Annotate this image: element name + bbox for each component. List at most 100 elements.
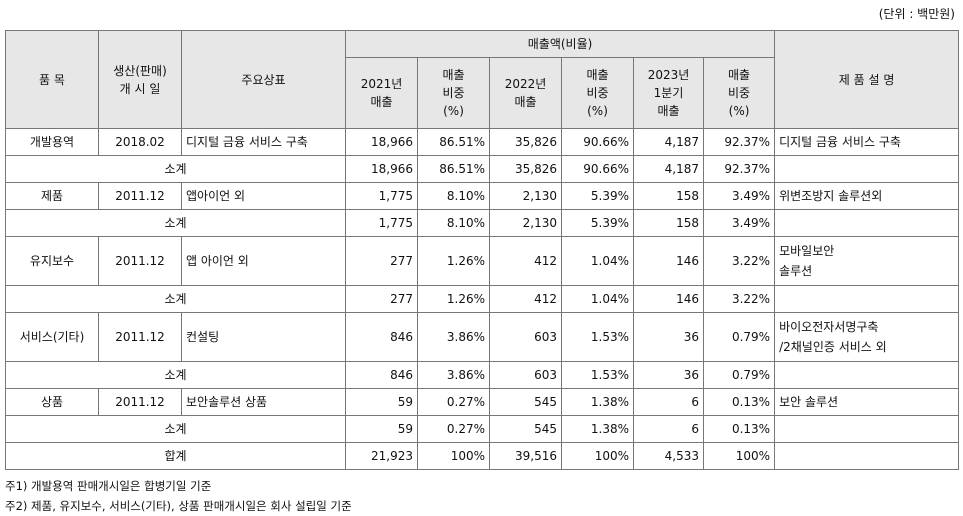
table-row: 개발용역 2018.02 디지털 금융 서비스 구축 18,966 86.51%… (5, 128, 960, 156)
cell-sales-2022: 603 (489, 312, 562, 362)
cell-start: 2011.12 (98, 182, 182, 210)
table-row: 서비스(기타) 2011.12 컨설팅 846 3.86% 603 1.53% … (5, 312, 960, 362)
cell-ratio-2022: 1.04% (561, 285, 634, 313)
cell-item: 상품 (5, 388, 99, 416)
subtotal-row: 소계 846 3.86% 603 1.53% 36 0.79% (5, 361, 960, 389)
cell-sales-2023q1: 4,187 (633, 128, 704, 156)
cell-sales-2023q1: 158 (633, 209, 704, 237)
cell-ratio-2022: 5.39% (561, 209, 634, 237)
cell-sales-2022: 35,826 (489, 128, 562, 156)
cell-sales-2022: 2,130 (489, 209, 562, 237)
cell-desc-empty (774, 442, 960, 470)
footnote: 주2) 제품, 유지보수, 서비스(기타), 상품 판매개시일은 회사 설립일 … (5, 499, 352, 513)
cell-sales-2022: 545 (489, 388, 562, 416)
cell-item: 서비스(기타) (5, 312, 99, 362)
sales-table: 품 목 생산(판매) 개 시 일 주요상표 매출액(비율) 제 품 설 명 20… (5, 30, 960, 470)
subtotal-row: 소계 59 0.27% 545 1.38% 6 0.13% (5, 415, 960, 443)
cell-ratio-2021: 1.26% (417, 236, 490, 286)
cell-sales-2023q1: 158 (633, 182, 704, 210)
header-sales-group: 매출액(비율) (344, 30, 776, 58)
subtotal-row: 소계 1,775 8.10% 2,130 5.39% 158 3.49% (5, 209, 960, 237)
cell-desc: 위변조방지 솔루션외 (774, 182, 960, 210)
cell-ratio-2022: 5.39% (561, 182, 634, 210)
cell-ratio-2021: 86.51% (417, 155, 490, 183)
cell-ratio-2022: 90.66% (561, 155, 634, 183)
cell-subtotal-label: 소계 (5, 415, 346, 443)
header-2023q1: 2023년 1분기 매출 (633, 57, 704, 129)
cell-brand: 앱아이언 외 (181, 182, 346, 210)
cell-item: 제품 (5, 182, 99, 210)
cell-sales-2021: 846 (345, 312, 418, 362)
cell-sales-2022: 412 (489, 285, 562, 313)
cell-subtotal-label: 소계 (5, 155, 346, 183)
cell-ratio-2023q1: 92.37% (702, 155, 776, 183)
header-desc: 제 품 설 명 (774, 30, 960, 129)
cell-item: 유지보수 (5, 236, 99, 286)
cell-sales-2021: 1,775 (345, 209, 418, 237)
header-ratio-2022: 매출 비중 (%) (561, 57, 634, 129)
cell-ratio-2023q1: 0.13% (702, 415, 776, 443)
cell-sales-2022: 2,130 (489, 182, 562, 210)
subtotal-row: 소계 18,966 86.51% 35,826 90.66% 4,187 92.… (5, 155, 960, 183)
cell-brand: 디지털 금융 서비스 구축 (181, 128, 346, 156)
cell-ratio-2023q1: 3.22% (702, 236, 776, 286)
cell-sales-2021: 18,966 (345, 155, 418, 183)
cell-sales-2021: 1,775 (345, 182, 418, 210)
cell-ratio-2023q1: 3.49% (702, 182, 776, 210)
header-2021: 2021년 매출 (345, 57, 418, 129)
cell-sales-2023q1: 146 (633, 285, 704, 313)
header-2022: 2022년 매출 (489, 57, 562, 129)
header-brand: 주요상표 (181, 30, 346, 129)
footnote: 주1) 개발용역 판매개시일은 합병기일 기준 (5, 479, 212, 493)
total-row: 합계 21,923 100% 39,516 100% 4,533 100% (5, 442, 960, 470)
cell-sales-2022: 39,516 (489, 442, 562, 470)
cell-ratio-2021: 3.86% (417, 312, 490, 362)
cell-sales-2023q1: 4,187 (633, 155, 704, 183)
cell-total-label: 합계 (5, 442, 346, 470)
unit-label: (단위 : 백만원) (878, 7, 955, 21)
cell-ratio-2022: 90.66% (561, 128, 634, 156)
cell-sales-2023q1: 6 (633, 415, 704, 443)
cell-ratio-2021: 100% (417, 442, 490, 470)
cell-subtotal-label: 소계 (5, 285, 346, 313)
cell-desc-empty (774, 155, 960, 183)
cell-ratio-2022: 1.53% (561, 361, 634, 389)
cell-ratio-2021: 8.10% (417, 182, 490, 210)
cell-desc-empty (774, 415, 960, 443)
cell-ratio-2023q1: 3.22% (702, 285, 776, 313)
cell-ratio-2021: 8.10% (417, 209, 490, 237)
cell-brand: 앱 아이언 외 (181, 236, 346, 286)
cell-ratio-2021: 0.27% (417, 388, 490, 416)
cell-ratio-2021: 0.27% (417, 415, 490, 443)
cell-sales-2023q1: 36 (633, 361, 704, 389)
cell-desc: 모바일보안 솔루션 (774, 236, 960, 286)
header-ratio-2021: 매출 비중 (%) (417, 57, 490, 129)
cell-brand: 보안솔루션 상품 (181, 388, 346, 416)
table-row: 제품 2011.12 앱아이언 외 1,775 8.10% 2,130 5.39… (5, 182, 960, 210)
cell-sales-2021: 277 (345, 285, 418, 313)
cell-sales-2023q1: 6 (633, 388, 704, 416)
cell-subtotal-label: 소계 (5, 361, 346, 389)
cell-ratio-2022: 1.38% (561, 415, 634, 443)
header-start: 생산(판매) 개 시 일 (98, 30, 182, 129)
cell-sales-2022: 35,826 (489, 155, 562, 183)
cell-desc-empty (774, 361, 960, 389)
cell-ratio-2023q1: 0.79% (702, 361, 776, 389)
cell-desc: 보안 솔루션 (774, 388, 960, 416)
cell-brand: 컨설팅 (181, 312, 346, 362)
cell-sales-2021: 846 (345, 361, 418, 389)
cell-sales-2021: 21,923 (345, 442, 418, 470)
cell-start: 2011.12 (98, 312, 182, 362)
cell-ratio-2023q1: 0.13% (702, 388, 776, 416)
subtotal-row: 소계 277 1.26% 412 1.04% 146 3.22% (5, 285, 960, 313)
cell-desc-empty (774, 209, 960, 237)
cell-sales-2022: 412 (489, 236, 562, 286)
cell-desc: 바이오전자서명구축 /2채널인증 서비스 외 (774, 312, 960, 362)
cell-sales-2023q1: 146 (633, 236, 704, 286)
cell-ratio-2023q1: 100% (702, 442, 776, 470)
cell-desc-empty (774, 285, 960, 313)
table-row: 유지보수 2011.12 앱 아이언 외 277 1.26% 412 1.04%… (5, 236, 960, 286)
cell-item: 개발용역 (5, 128, 99, 156)
cell-ratio-2022: 1.38% (561, 388, 634, 416)
cell-sales-2023q1: 36 (633, 312, 704, 362)
